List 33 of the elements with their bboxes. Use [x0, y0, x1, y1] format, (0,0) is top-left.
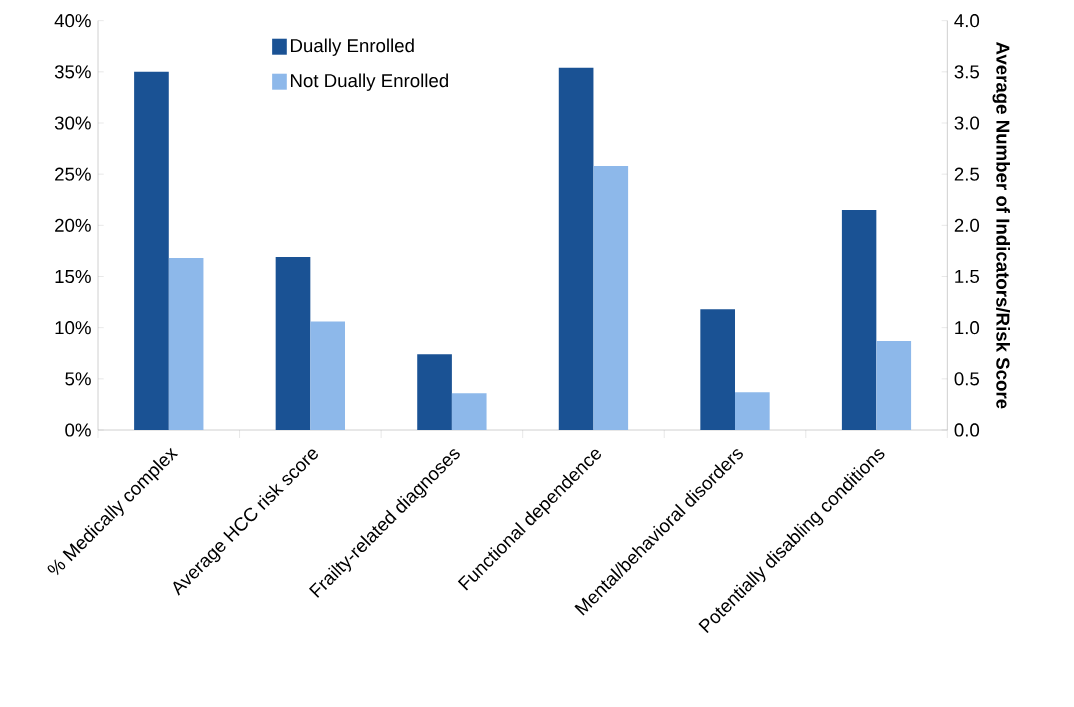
bar — [275, 257, 311, 430]
y2-tick-label: 1.0 — [955, 321, 980, 335]
y2-tick-label: 2.0 — [954, 218, 980, 232]
bar — [593, 165, 629, 430]
y2-tick-label: 3.0 — [954, 116, 980, 130]
y2-tick-label: 2.5 — [954, 167, 980, 181]
y2-axis-title: Average Number of Indicators/Risk Score — [992, 42, 1010, 409]
y2-tick-label: 0.0 — [954, 423, 980, 437]
legend-label: Dually Enrolled — [290, 38, 414, 56]
bar — [735, 392, 770, 430]
y-tick-label: 35% — [54, 65, 91, 79]
y2-tick-label: 3.5 — [954, 65, 980, 79]
bar — [451, 393, 487, 430]
bar — [558, 67, 594, 430]
y-tick-label: 0% — [65, 423, 91, 437]
legend-label: Not Dually Enrolled — [290, 73, 448, 91]
bar — [841, 209, 877, 430]
y-tick-label: 25% — [55, 167, 91, 181]
y-tick-label: 20% — [55, 218, 91, 232]
y-tick-label: 30% — [54, 116, 91, 130]
bar — [700, 309, 736, 430]
y-tick-label: 10% — [55, 321, 91, 335]
y-tick-label: 5% — [65, 372, 91, 386]
bar — [876, 340, 912, 430]
y-tick-label: 15% — [55, 269, 91, 284]
bar — [168, 258, 204, 430]
y2-tick-label: 1.5 — [955, 269, 980, 284]
y2-tick-label: 0.5 — [954, 372, 980, 386]
y2-tick-label: 4.0 — [954, 14, 980, 28]
bar — [417, 354, 452, 430]
bar — [134, 71, 169, 430]
bar — [310, 321, 345, 430]
y-tick-label: 40% — [54, 14, 91, 28]
